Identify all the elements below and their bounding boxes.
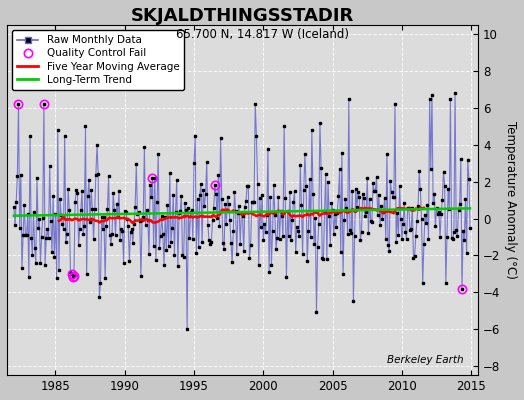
Legend: Raw Monthly Data, Quality Control Fail, Five Year Moving Average, Long-Term Tren: Raw Monthly Data, Quality Control Fail, … bbox=[12, 30, 184, 90]
Y-axis label: Temperature Anomaly (°C): Temperature Anomaly (°C) bbox=[504, 121, 517, 279]
Title: SKJALDTHINGSSTADIR: SKJALDTHINGSSTADIR bbox=[131, 7, 354, 25]
Text: Berkeley Earth: Berkeley Earth bbox=[387, 355, 464, 365]
Text: 65.700 N, 14.817 W (Iceland): 65.700 N, 14.817 W (Iceland) bbox=[176, 28, 348, 41]
